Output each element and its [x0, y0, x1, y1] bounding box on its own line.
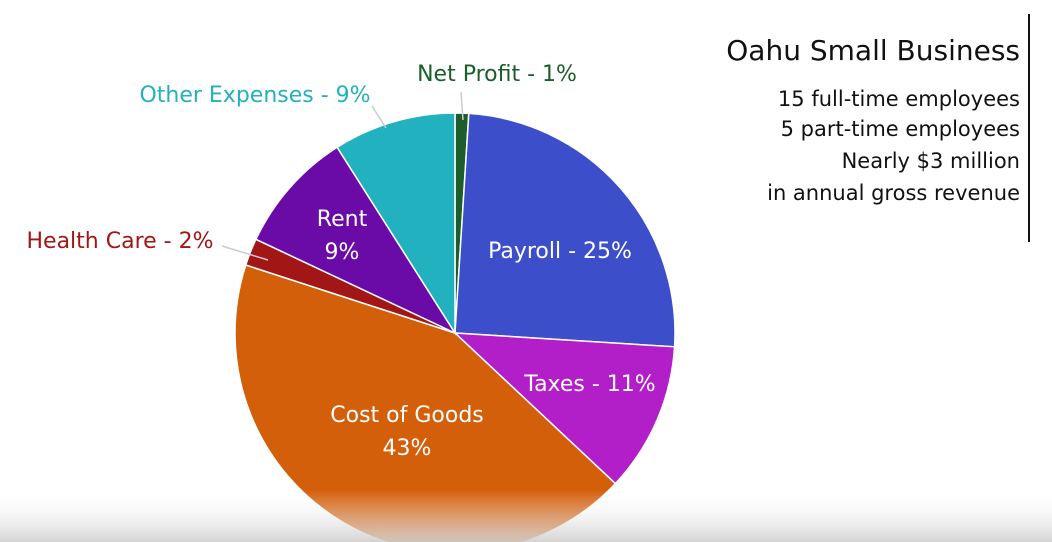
- info-line: 15 full-time employees: [778, 87, 1020, 111]
- slice-label: 9%: [325, 240, 360, 265]
- slice-label: 43%: [383, 436, 432, 461]
- slice-label: Health Care - 2%: [27, 229, 214, 254]
- labels: Net Profit - 1% Payroll - 25% Taxes - 11% C…: [27, 62, 656, 461]
- info-line: 5 part-time employees: [781, 117, 1020, 141]
- pie-slice: [454, 112, 676, 348]
- leader-line: [221, 245, 269, 261]
- slice-label: Taxes - 11%: [523, 372, 655, 397]
- slice-label: Net Profit - 1%: [417, 62, 577, 87]
- pie: [234, 112, 676, 542]
- slice-label: Cost of Goods: [330, 403, 484, 428]
- info-title: Oahu Small Business: [726, 34, 1020, 67]
- pie-slice: [336, 112, 456, 336]
- leader-line: [371, 105, 387, 129]
- info-line: Nearly $3 million: [842, 149, 1020, 173]
- slice-label: Payroll - 25%: [488, 239, 632, 264]
- info-line: in annual gross revenue: [767, 181, 1020, 205]
- pie-slice: [452, 332, 676, 485]
- bottom-fade: [0, 490, 1052, 542]
- pie-slice: [254, 146, 458, 335]
- leader-line: [460, 91, 464, 121]
- slice-label: Other Expenses - 9%: [139, 83, 370, 108]
- slice-label: Rent: [317, 207, 368, 232]
